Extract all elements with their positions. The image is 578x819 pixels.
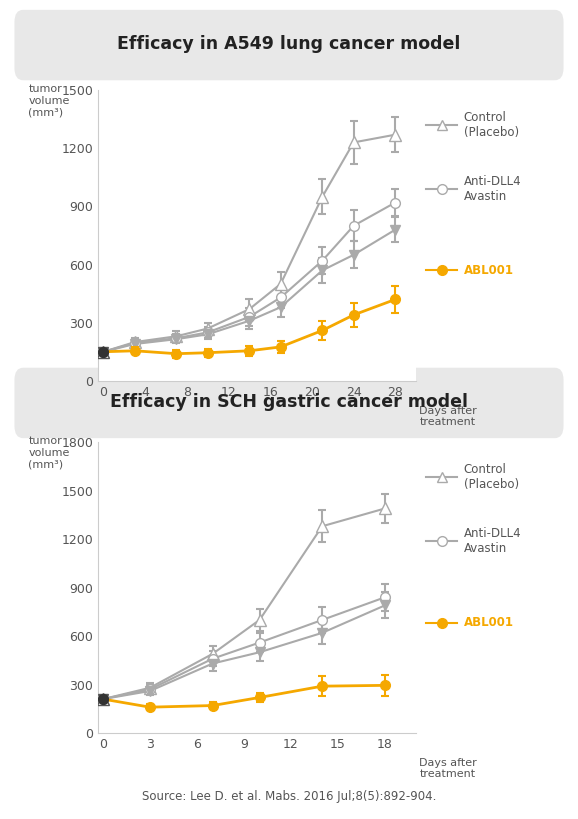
Text: ABL001: ABL001 (464, 264, 514, 277)
Text: Control
(Placebo): Control (Placebo) (464, 464, 519, 491)
Text: Anti-DLL4
Avastin: Anti-DLL4 Avastin (464, 175, 521, 203)
Text: Control
(Placebo): Control (Placebo) (464, 111, 519, 139)
Text: Days after
treatment: Days after treatment (420, 758, 477, 780)
Text: Efficacy in A549 lung cancer model: Efficacy in A549 lung cancer model (117, 35, 461, 53)
Text: Anti-DLL4
Avastin: Anti-DLL4 Avastin (464, 527, 521, 555)
Text: tumor
volume
(mm³): tumor volume (mm³) (28, 84, 70, 117)
Text: tumor
volume
(mm³): tumor volume (mm³) (28, 437, 70, 469)
Text: Days after
treatment: Days after treatment (420, 405, 477, 428)
Text: ABL001: ABL001 (464, 616, 514, 629)
Text: Efficacy in SCH gastric cancer model: Efficacy in SCH gastric cancer model (110, 393, 468, 411)
Text: Source: Lee D. et al. Mabs. 2016 Jul;8(5):892-904.: Source: Lee D. et al. Mabs. 2016 Jul;8(5… (142, 790, 436, 803)
